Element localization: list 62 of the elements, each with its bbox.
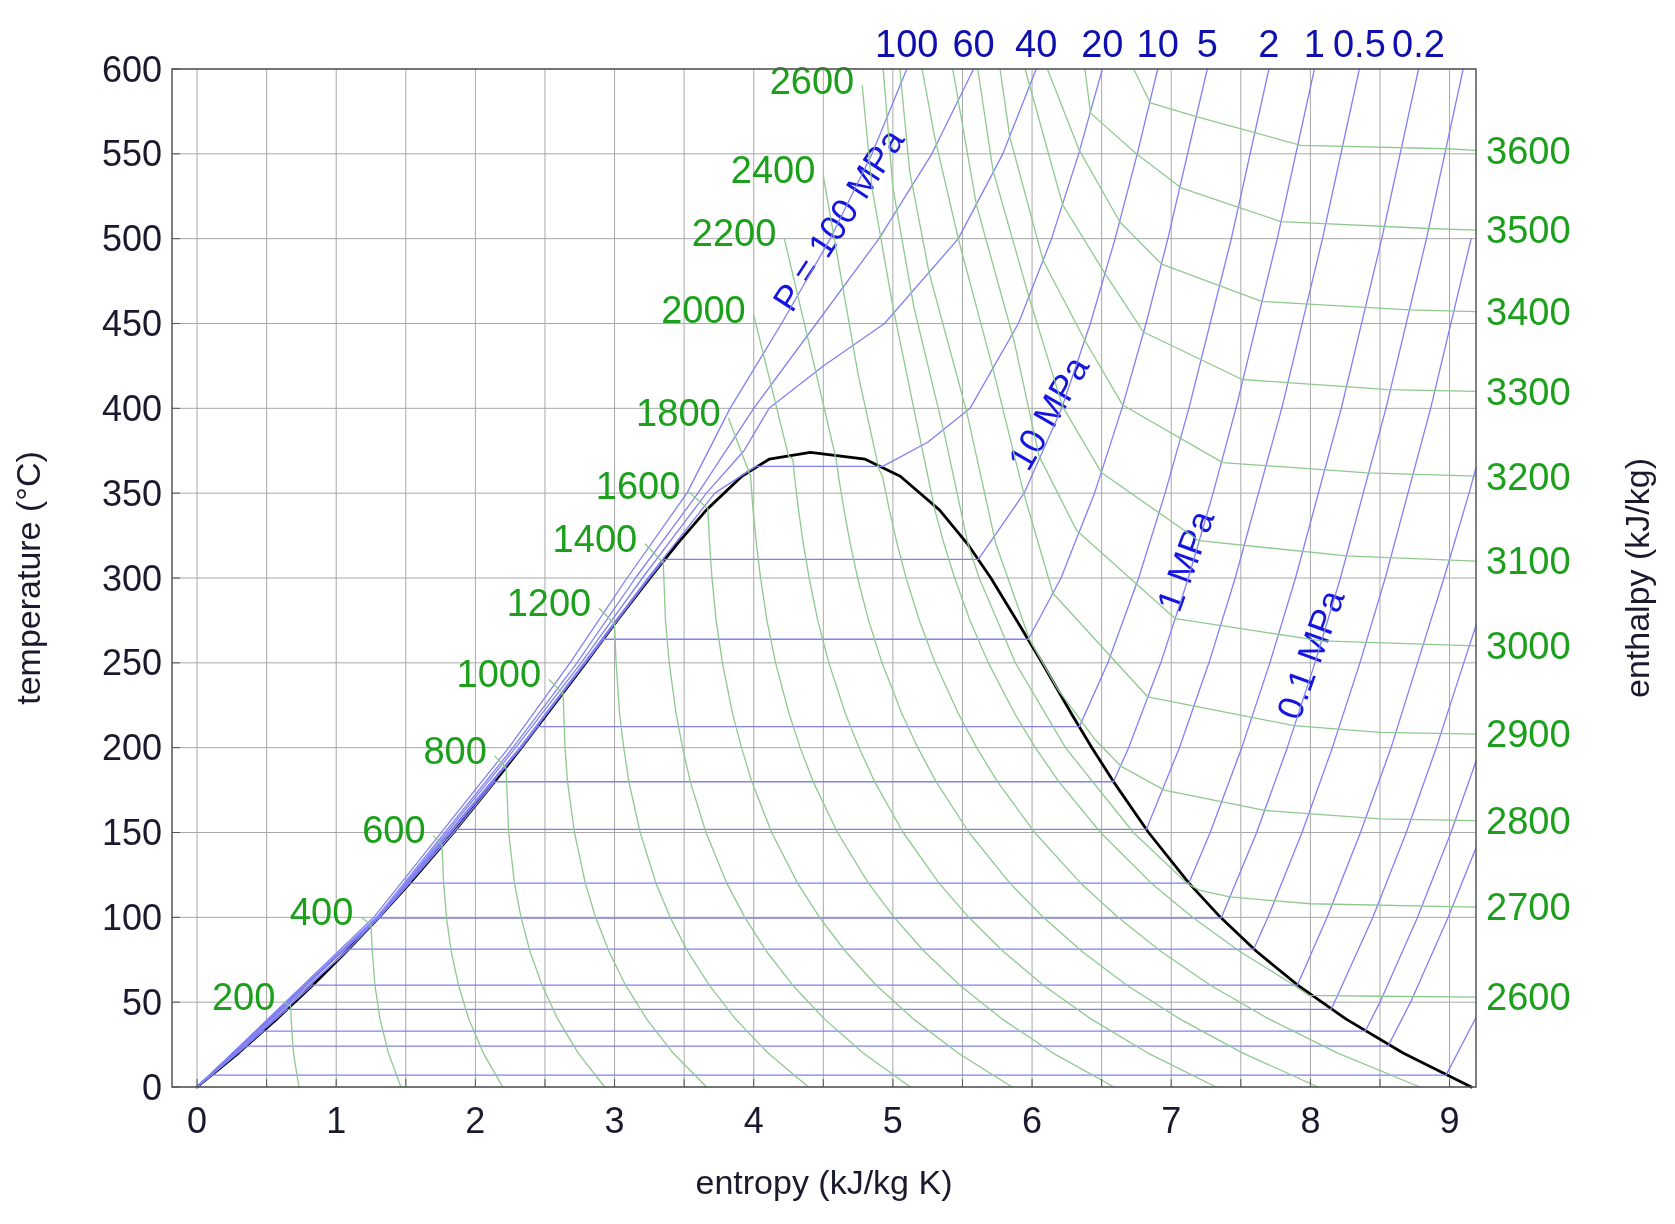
series-label: 2400 <box>730 149 816 192</box>
series-label: 20 <box>1081 23 1124 65</box>
y-tick-label: 100 <box>101 896 162 938</box>
y-tick-label: 150 <box>101 812 162 854</box>
series-label: 2200 <box>691 212 777 255</box>
x-axis-title: entropy (kJ/kg K) <box>695 1163 953 1201</box>
y-tick-label: 400 <box>101 387 162 429</box>
series-label: 200 <box>211 975 276 1018</box>
series-label: 2000 <box>661 288 746 331</box>
series-label: 3100 <box>1486 540 1571 583</box>
annotation: 1 MPa <box>1148 503 1223 617</box>
y-tick-label: 0 <box>141 1066 162 1108</box>
y-tick-label: 300 <box>101 557 162 599</box>
series-label: 1000 <box>456 653 542 696</box>
y-tick-label: 250 <box>101 642 162 684</box>
series-label: 2700 <box>1486 886 1571 929</box>
y-tick-label: 350 <box>101 472 162 514</box>
text: 2600 <box>1486 976 1571 1019</box>
series-label: 0.2 <box>1392 23 1445 65</box>
x-tick-label: 9 <box>1439 1100 1460 1141</box>
series-label: 3300 <box>1486 370 1571 413</box>
series-label: 2800 <box>1486 799 1571 842</box>
x-tick-label: 3 <box>604 1100 625 1141</box>
series-label: 3200 <box>1486 455 1571 498</box>
y2-axis-title: enthalpy (kJ/kg) <box>1618 458 1656 698</box>
series-label: 2600 <box>769 59 855 102</box>
x-tick-label: 7 <box>1161 1100 1182 1141</box>
series-label: 3500 <box>1486 209 1571 252</box>
series-label: 0.5 <box>1332 23 1386 65</box>
series-label: 10 <box>1136 23 1179 65</box>
series-label: 400 <box>289 890 354 933</box>
series-label: 3000 <box>1486 625 1571 668</box>
series-label: 1800 <box>636 392 721 435</box>
y-tick-label: 550 <box>101 133 162 175</box>
series-label: 2900 <box>1486 713 1571 756</box>
y-tick-label: 450 <box>101 303 162 345</box>
annotation: 0.1 MPa <box>1268 583 1354 725</box>
series-label: 60 <box>952 23 995 65</box>
series-label: 2 <box>1258 23 1280 65</box>
x-tick-label: 8 <box>1300 1100 1321 1141</box>
y-tick-label: 50 <box>121 981 162 1023</box>
series-label: 1200 <box>506 582 592 625</box>
series-label: 800 <box>423 729 487 772</box>
series-label: 1400 <box>552 517 638 560</box>
y-tick-label: 200 <box>101 727 162 769</box>
series-label: 5 <box>1196 23 1218 65</box>
y-tick-label: 500 <box>101 218 162 260</box>
series-label: 3600 <box>1486 129 1571 172</box>
y-axis-title: temperature (°C) <box>9 451 47 705</box>
x-tick-label: 0 <box>187 1100 208 1141</box>
y-tick-label: 600 <box>101 48 162 90</box>
x-tick-label: 1 <box>326 1100 347 1141</box>
x-tick-label: 2 <box>465 1100 486 1141</box>
series-label: 40 <box>1015 23 1058 65</box>
series-label: 3400 <box>1486 290 1571 333</box>
x-tick-label: 6 <box>1022 1100 1043 1141</box>
x-tick-label: 5 <box>882 1100 903 1141</box>
series-label: 1600 <box>595 465 681 508</box>
series-label: 1 <box>1303 23 1325 65</box>
series-label: 100 <box>875 23 939 65</box>
x-tick-label: 4 <box>743 1100 764 1141</box>
series-label: 600 <box>362 809 426 852</box>
